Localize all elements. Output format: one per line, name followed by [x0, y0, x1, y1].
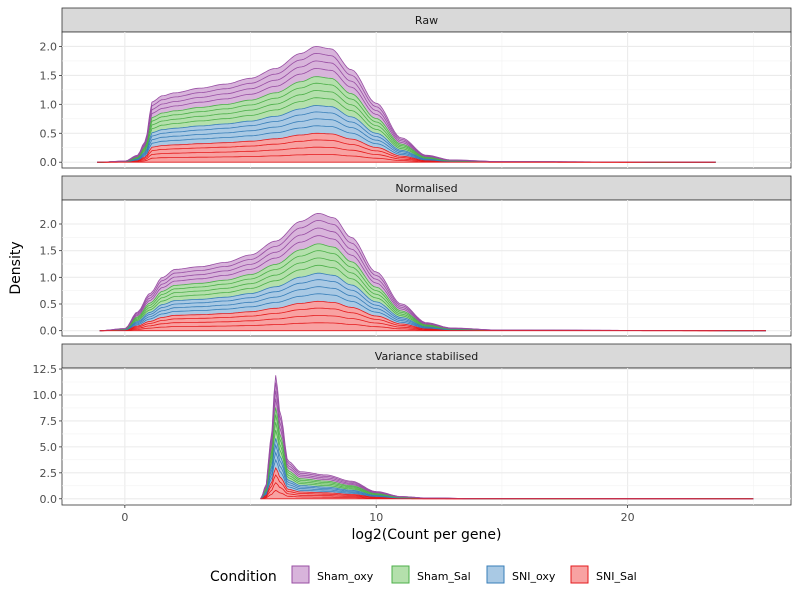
x-axis: 0 10 20 [121, 505, 635, 524]
y-tick-label: 5.0 [40, 441, 58, 454]
density-areas-variance-stabilised [260, 375, 754, 500]
grid-raw [62, 32, 791, 168]
y-axis-normalised: 0.0 0.5 1.0 1.5 2.0 [40, 218, 62, 338]
legend-key-sham-sal [391, 565, 410, 584]
strip-normalised [61, 175, 792, 201]
strip-label-normalised: Normalised [395, 182, 457, 195]
y-tick-label: 7.5 [40, 415, 58, 428]
density-area-sni-sal [97, 133, 716, 163]
grid-variance-stabilised [62, 368, 791, 505]
y-tick-label: 12.5 [33, 363, 58, 376]
density-area-sham-oxy [99, 213, 766, 331]
y-tick-label: 1.0 [40, 271, 58, 284]
density-area-sni-oxy [97, 105, 716, 163]
facet-variance-stabilised: Variance stabilised 0.0 2.5 5.0 7.5 10.0 12.5 [33, 343, 792, 506]
y-tick-label: 0.0 [40, 493, 58, 506]
facet-raw: Raw 0.0 0.5 1.0 1.5 2.0 [40, 7, 792, 169]
legend: Condition Sham_oxy Sham_Sal SNI_oxy SNI_Sal [210, 565, 637, 585]
panel-bg-variance-stabilised [61, 367, 792, 506]
y-tick-label: 2.0 [40, 218, 58, 231]
legend-title: Condition [210, 569, 277, 585]
legend-key-sni-sal [570, 565, 589, 584]
y-tick-label: 1.0 [40, 98, 58, 111]
legend-label: SNI_oxy [512, 570, 556, 583]
y-tick-label: 1.5 [40, 245, 58, 258]
y-tick-label: 0.0 [40, 156, 58, 169]
density-area-sham-sal [97, 76, 716, 163]
density-area-sni-sal [99, 301, 766, 331]
density-area-sni-oxy [99, 273, 766, 331]
strip-variance-stabilised [61, 343, 792, 369]
strip-raw [61, 7, 792, 33]
x-tick-label: 0 [121, 511, 128, 524]
density-areas-normalised [99, 212, 766, 332]
x-tick-label: 20 [621, 511, 635, 524]
legend-label: Sham_oxy [317, 570, 374, 583]
x-axis-title: log2(Count per gene) [352, 527, 502, 543]
strip-label-variance-stabilised: Variance stabilised [375, 350, 478, 363]
x-tick-label: 10 [369, 511, 383, 524]
legend-key-sham-oxy [291, 565, 310, 584]
strip-label-raw: Raw [415, 14, 438, 27]
density-areas-raw [97, 46, 716, 163]
y-tick-label: 0.5 [40, 298, 58, 311]
y-axis-variance-stabilised: 0.0 2.5 5.0 7.5 10.0 12.5 [33, 363, 62, 506]
y-axis-title: Density [8, 241, 24, 294]
y-tick-label: 2.5 [40, 467, 58, 480]
y-tick-label: 2.0 [40, 40, 58, 53]
y-axis-raw: 0.0 0.5 1.0 1.5 2.0 [40, 40, 62, 169]
legend-label: SNI_Sal [596, 570, 637, 583]
y-tick-label: 0.5 [40, 127, 58, 140]
legend-key-sni-oxy [486, 565, 505, 584]
legend-label: Sham_Sal [417, 570, 471, 583]
y-tick-label: 10.0 [33, 389, 58, 402]
y-tick-label: 0.0 [40, 325, 58, 338]
facet-normalised: Normalised 0.0 0.5 1.0 1.5 2.0 [40, 175, 792, 338]
y-tick-label: 1.5 [40, 69, 58, 82]
